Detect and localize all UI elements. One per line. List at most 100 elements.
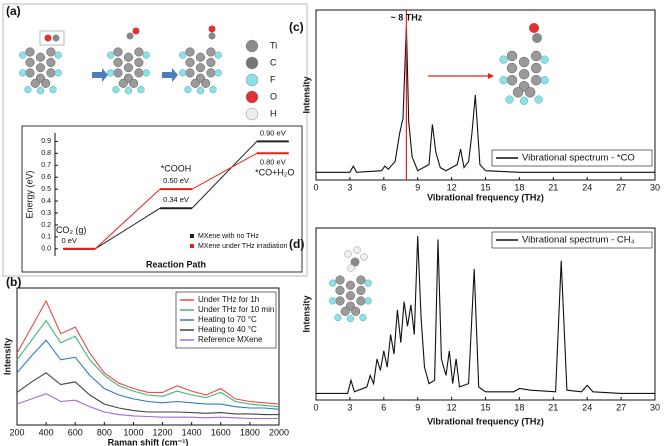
x-tick-label: 18 bbox=[514, 402, 524, 412]
value-label: 0.90 eV bbox=[260, 128, 286, 137]
x-tick-label: 1200 bbox=[153, 427, 173, 437]
atom bbox=[19, 51, 27, 59]
x-tick-label: 0 bbox=[313, 402, 318, 412]
atom bbox=[24, 86, 32, 94]
atom bbox=[134, 47, 144, 57]
x-tick-label: 400 bbox=[39, 427, 54, 437]
x-tick-label: 3 bbox=[347, 182, 352, 192]
arrow-head bbox=[488, 73, 494, 79]
x-tick-label: 27 bbox=[616, 402, 626, 412]
atom bbox=[512, 87, 524, 98]
atom bbox=[124, 87, 133, 95]
atom bbox=[529, 23, 539, 33]
value-label: 0.50 eV bbox=[163, 176, 189, 185]
legend-label: Vibrational spectrum - CH₄ bbox=[522, 235, 635, 246]
atom bbox=[360, 253, 368, 261]
atom bbox=[335, 285, 345, 295]
atom bbox=[214, 51, 222, 59]
atom bbox=[206, 47, 216, 57]
atom bbox=[185, 57, 195, 67]
atom bbox=[334, 314, 342, 322]
atom bbox=[184, 86, 192, 94]
atom bbox=[209, 86, 217, 94]
x-tick-label: 6 bbox=[381, 182, 386, 192]
atom bbox=[113, 68, 123, 78]
atom bbox=[35, 52, 45, 62]
x-tick-label: 24 bbox=[582, 182, 592, 192]
legend-label: C bbox=[270, 57, 277, 67]
legend-atom bbox=[245, 56, 259, 70]
series-line bbox=[16, 299, 280, 405]
legend-atom bbox=[245, 39, 259, 53]
atom bbox=[499, 76, 508, 85]
panel-label: (a) bbox=[6, 4, 21, 18]
series-line bbox=[316, 25, 655, 173]
atom bbox=[195, 63, 205, 73]
atom bbox=[107, 51, 115, 59]
atom bbox=[518, 56, 530, 68]
x-tick-label: 0 bbox=[313, 182, 318, 192]
atom bbox=[19, 69, 27, 77]
x-tick-label: 21 bbox=[548, 182, 558, 192]
atom bbox=[196, 87, 205, 95]
atom bbox=[520, 96, 529, 105]
atom bbox=[41, 78, 51, 88]
y-axis-label: Intensity bbox=[301, 295, 311, 332]
atom bbox=[25, 68, 35, 78]
atom bbox=[506, 75, 518, 86]
legend-label: Ti bbox=[270, 40, 277, 50]
x-tick-label: 600 bbox=[68, 427, 83, 437]
atom bbox=[208, 25, 216, 33]
x-tick-label: 12 bbox=[447, 182, 457, 192]
atom bbox=[49, 86, 57, 94]
atom bbox=[46, 47, 56, 57]
state-label: *CO+H₂O bbox=[255, 168, 294, 178]
atom bbox=[113, 57, 123, 67]
atom bbox=[112, 86, 120, 94]
energy-frame bbox=[21, 125, 303, 273]
atom bbox=[531, 75, 542, 86]
atom bbox=[134, 68, 144, 78]
x-tick-label: 6 bbox=[381, 402, 386, 412]
atom bbox=[346, 315, 355, 323]
y-axis-label: Intensity bbox=[301, 76, 311, 113]
arrow bbox=[92, 68, 108, 82]
atom bbox=[345, 280, 355, 290]
atom bbox=[534, 95, 543, 104]
atom bbox=[123, 52, 133, 62]
series-line bbox=[16, 319, 280, 408]
legend-swatch bbox=[190, 234, 194, 238]
legend-label: F bbox=[270, 74, 276, 84]
x-tick-label: 21 bbox=[548, 402, 558, 412]
legend-label: Heating to 40 °C bbox=[198, 325, 257, 334]
atom bbox=[540, 55, 549, 64]
x-tick-label: 15 bbox=[480, 182, 490, 192]
atom bbox=[214, 69, 222, 77]
x-axis-label: Vibrational frequency (THz) bbox=[427, 192, 544, 202]
x-tick-label: 200 bbox=[9, 427, 24, 437]
legend-label: MXene with no THz bbox=[198, 233, 259, 240]
atom bbox=[46, 68, 56, 78]
atom bbox=[359, 314, 367, 322]
atom bbox=[118, 78, 128, 88]
connector bbox=[94, 207, 161, 250]
legend-swatch bbox=[190, 244, 194, 248]
atom bbox=[505, 95, 514, 104]
atom bbox=[107, 69, 115, 77]
x-tick-label: 1600 bbox=[211, 427, 231, 437]
atom bbox=[201, 78, 211, 88]
y-tick-label: 0.2 bbox=[41, 222, 51, 229]
legend-label: Under THz for 1h bbox=[198, 295, 259, 304]
atom bbox=[344, 250, 352, 258]
atom bbox=[52, 34, 60, 42]
atom bbox=[350, 257, 360, 267]
atom bbox=[356, 275, 366, 285]
atom bbox=[353, 246, 361, 254]
atom bbox=[531, 50, 542, 62]
atom bbox=[185, 68, 195, 78]
legend-atom bbox=[245, 73, 259, 87]
y-tick-label: 0.4 bbox=[41, 198, 51, 205]
atom bbox=[335, 296, 345, 306]
value-label: 0.80 eV bbox=[260, 157, 286, 166]
legend-label: Heating to 70 °C bbox=[198, 315, 257, 324]
